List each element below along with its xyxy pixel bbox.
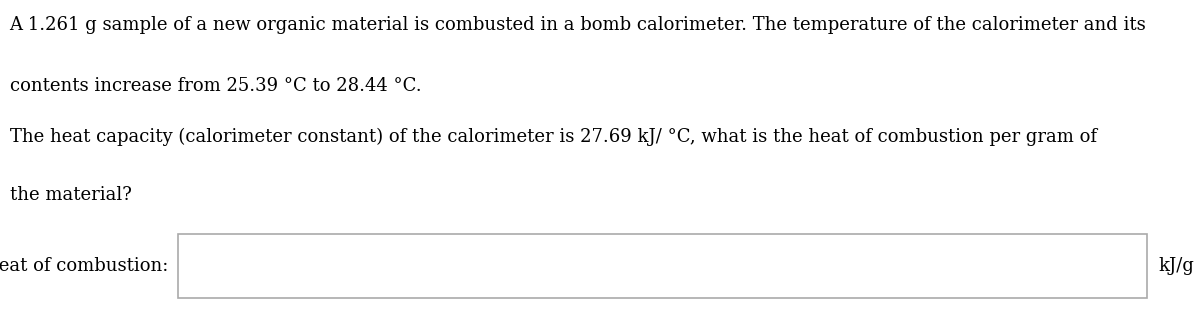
FancyBboxPatch shape [178,234,1147,298]
Text: contents increase from 25.39 °C to 28.44 °C.: contents increase from 25.39 °C to 28.44… [10,77,421,95]
Text: A 1.261 g sample of a new organic material is combusted in a bomb calorimeter. T: A 1.261 g sample of a new organic materi… [10,16,1146,34]
Text: the material?: the material? [10,186,132,204]
Text: heat of combustion:: heat of combustion: [0,257,168,275]
Text: kJ/g: kJ/g [1158,257,1194,275]
Text: The heat capacity (calorimeter constant) of the calorimeter is 27.69 kJ/ °C, wha: The heat capacity (calorimeter constant)… [10,128,1097,146]
